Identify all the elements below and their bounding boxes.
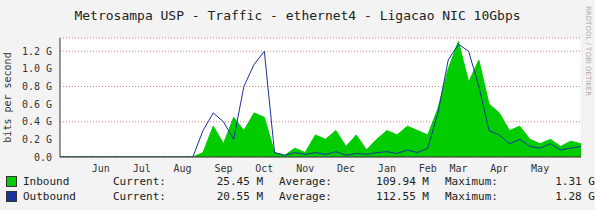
html-text:1.31 G: 1.31 G: [555, 175, 595, 188]
svg-text:Dec: Dec: [337, 163, 355, 174]
svg-text:Feb: Feb: [419, 163, 437, 174]
html-text:109.94 M: 109.94 M: [376, 175, 429, 188]
html-text:Inbound: Inbound: [23, 175, 70, 188]
html-text:1.28 G: 1.28 G: [555, 190, 595, 203]
svg-text:bits per second: bits per second: [8, 52, 13, 142]
svg-text:0.0: 0.0: [34, 152, 52, 163]
html-text:25.45 M: 25.45 M: [216, 175, 263, 188]
svg-text:Oct: Oct: [255, 163, 273, 174]
svg-text:Jun: Jun: [92, 163, 110, 174]
html-text:20.55 M: 20.55 M: [216, 190, 263, 203]
html-text:Outbound: Outbound: [23, 190, 76, 203]
svg-text:Apr: Apr: [490, 163, 508, 174]
html-text:Current:: Current:: [113, 190, 166, 203]
svg-text:Nov: Nov: [296, 163, 314, 174]
html-text:Metrosampa USP - Traffic - eth: Metrosampa USP - Traffic - ethernet4 - L…: [74, 8, 521, 23]
svg-text:Mar: Mar: [449, 163, 467, 174]
html-text:Maximum:: Maximum:: [445, 190, 498, 203]
svg-text:0.6 G: 0.6 G: [22, 99, 52, 110]
html-text:RRDTOOL / TOBI OETIKER: RRDTOOL / TOBI OETIKER: [584, 6, 592, 97]
svg-text:0.4 G: 0.4 G: [22, 116, 52, 127]
svg-text:Sep: Sep: [214, 163, 232, 174]
svg-text:1.0 G: 1.0 G: [22, 63, 52, 74]
svg-text:0.8 G: 0.8 G: [22, 81, 52, 92]
svg-text:May: May: [531, 163, 549, 174]
svg-text:Jan: Jan: [378, 163, 396, 174]
html-text:Average:: Average:: [279, 175, 332, 188]
svg-text:Aug: Aug: [174, 163, 192, 174]
html-text:112.55 M: 112.55 M: [376, 190, 429, 203]
svg-text:1.2 G: 1.2 G: [22, 46, 52, 57]
svg-text:0.2 G: 0.2 G: [22, 134, 52, 145]
svg-text:Jul: Jul: [133, 163, 151, 174]
html-text:Maximum:: Maximum:: [445, 175, 498, 188]
html-text:Current:: Current:: [113, 175, 166, 188]
html-text:Average:: Average:: [279, 190, 332, 203]
